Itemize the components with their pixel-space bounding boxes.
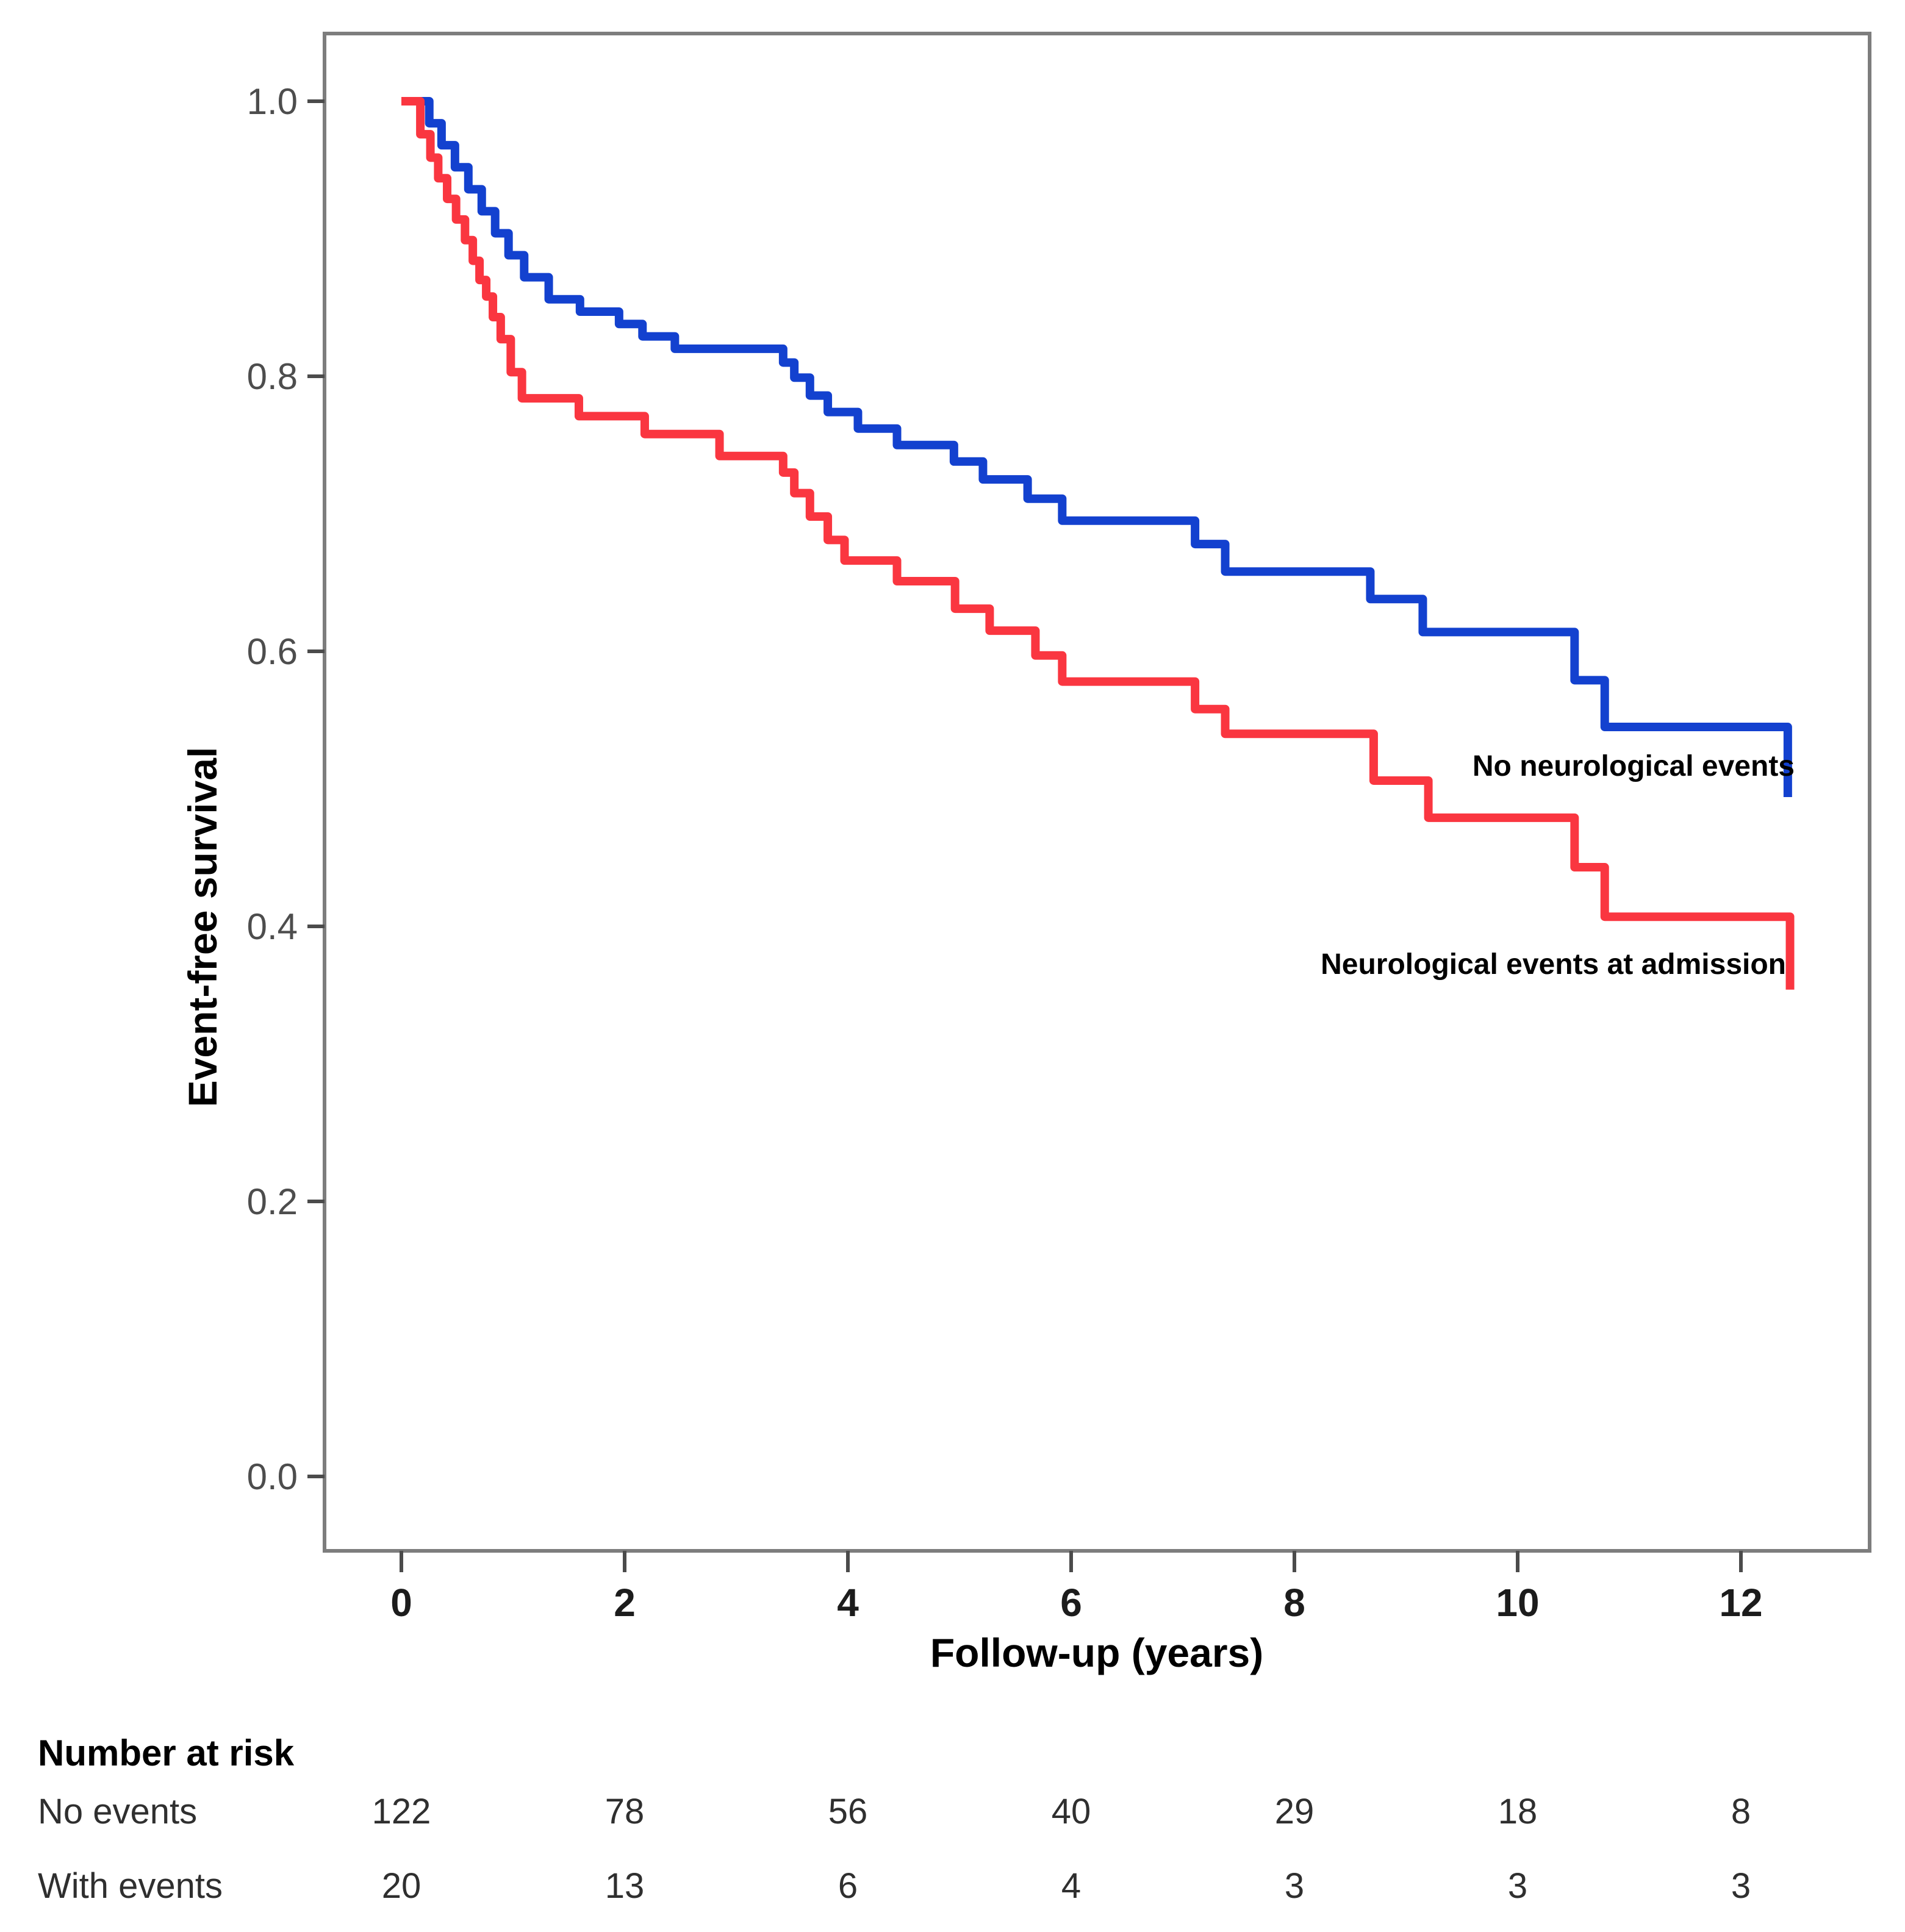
risk-count: 3	[1285, 1866, 1304, 1906]
risk-count: 122	[372, 1792, 431, 1831]
y-tick-label: 1.0	[247, 81, 298, 122]
x-tick-label: 10	[1496, 1581, 1539, 1625]
risk-count: 18	[1498, 1792, 1538, 1831]
x-axis-title: Follow-up (years)	[930, 1630, 1263, 1675]
risk-count: 3	[1508, 1866, 1527, 1906]
risk-count: 29	[1275, 1792, 1315, 1831]
x-tick-label: 8	[1283, 1581, 1305, 1625]
curve-label-neurological-events-at-admission: Neurological events at admission	[1321, 948, 1786, 981]
x-tick-label: 12	[1719, 1581, 1762, 1625]
risk-table-header: Number at risk	[38, 1733, 295, 1773]
y-tick-label: 0.2	[247, 1181, 298, 1222]
x-axis-ticks: 0 2 4 6 8 10 12	[390, 1551, 1763, 1625]
risk-count: 40	[1052, 1792, 1091, 1831]
risk-table-counts: 122 78 56 40 29 18 8 20 13 6 4 3 3 3	[372, 1792, 1751, 1906]
survival-curve-with-events	[401, 97, 1795, 990]
risk-row-label-no-events: No events	[38, 1792, 197, 1831]
curve-label-no-neurological-events: No neurological events	[1473, 750, 1795, 782]
survival-curve-no-events	[412, 97, 1792, 798]
y-tick-label: 0.4	[247, 906, 298, 947]
x-tick-label: 6	[1060, 1581, 1082, 1625]
y-axis-title: Event-free survival	[180, 747, 225, 1107]
risk-count: 3	[1731, 1866, 1751, 1906]
x-tick-label: 2	[614, 1581, 636, 1625]
y-tick-label: 0.8	[247, 356, 298, 397]
y-tick-label: 0.0	[247, 1456, 298, 1497]
y-axis-ticks: 0.0 0.2 0.4 0.6 0.8 1.0	[247, 81, 325, 1497]
risk-count: 78	[605, 1792, 645, 1831]
risk-count: 13	[605, 1866, 645, 1906]
risk-count: 6	[838, 1866, 858, 1906]
risk-row-label-with-events: With events	[38, 1866, 223, 1906]
x-tick-label: 0	[390, 1581, 412, 1625]
x-tick-label: 4	[837, 1581, 859, 1625]
y-tick-label: 0.6	[247, 631, 298, 672]
risk-count: 4	[1061, 1866, 1081, 1906]
plot-area-border	[323, 32, 1871, 1553]
risk-count: 8	[1731, 1792, 1751, 1831]
survival-curves	[401, 97, 1795, 990]
risk-count: 20	[382, 1866, 422, 1906]
risk-count: 56	[828, 1792, 868, 1831]
